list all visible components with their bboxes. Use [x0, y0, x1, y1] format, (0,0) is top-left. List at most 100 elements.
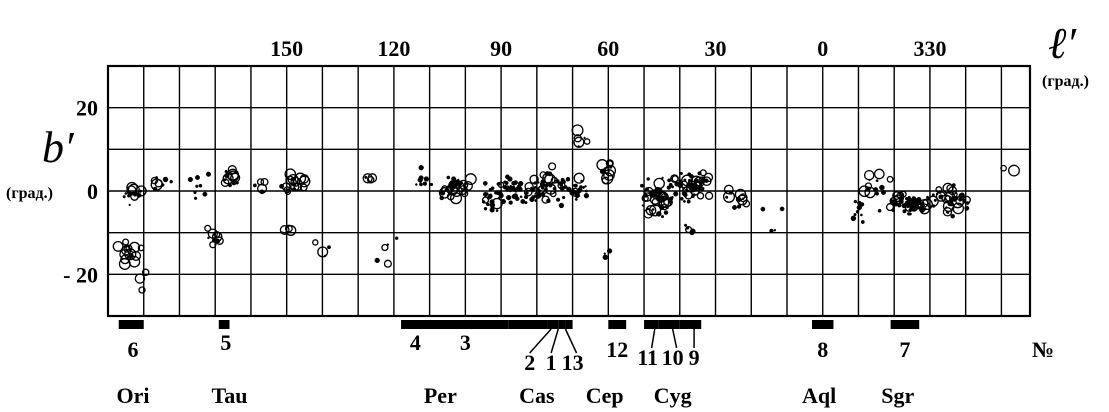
- axis-labels: 150 120 90 60 30 0 330 20 0 - 20: [63, 36, 946, 287]
- maser-point-filled: [124, 192, 128, 195]
- y-tick-label: 20: [76, 96, 98, 121]
- region-number: 12: [606, 337, 628, 362]
- maser-point-open: [864, 186, 876, 199]
- maser-point-filled: [687, 178, 692, 183]
- maser-point-filled: [195, 175, 200, 180]
- x-tick-label: 60: [597, 36, 619, 61]
- maser-point-open: [649, 194, 661, 205]
- maser-point-filled: [429, 182, 434, 187]
- maser-point-filled: [666, 185, 671, 190]
- maser-point-filled: [496, 182, 501, 186]
- maser-point-filled: [950, 213, 955, 219]
- maser-point-filled: [964, 205, 970, 211]
- x-tick-label: 30: [705, 36, 727, 61]
- maser-point-open: [290, 182, 300, 192]
- maser-point-open: [570, 187, 580, 197]
- maser-point-filled: [683, 178, 687, 182]
- maser-point-open: [137, 244, 145, 252]
- maser-point-filled: [504, 180, 509, 186]
- maser-point-filled: [485, 202, 490, 207]
- region-bar: [658, 320, 680, 329]
- maser-point-filled: [519, 195, 523, 199]
- maser-point-open: [381, 243, 389, 252]
- maser-point-filled: [205, 171, 212, 177]
- maser-point-filled: [641, 204, 645, 207]
- maser-point-filled: [673, 191, 679, 197]
- region-number: 5: [220, 330, 231, 355]
- maser-point-open: [704, 191, 714, 200]
- maser-point-open: [885, 203, 895, 212]
- maser-point-open: [448, 180, 457, 190]
- y-axis-unit: (град.): [6, 185, 53, 202]
- maser-point-open: [549, 190, 557, 198]
- x-tick-label: 150: [270, 36, 303, 61]
- maser-point-filled: [450, 182, 456, 188]
- maser-point-filled: [695, 185, 699, 190]
- region-pointer: [550, 328, 559, 354]
- maser-point-filled: [951, 207, 955, 211]
- maser-point-filled: [574, 197, 578, 201]
- maser-point-filled: [394, 236, 399, 240]
- maser-point-filled: [879, 184, 885, 191]
- maser-point-filled: [857, 200, 862, 206]
- maser-point-filled: [648, 190, 653, 195]
- maser-point-filled: [547, 182, 553, 188]
- region-number: 7: [899, 337, 910, 362]
- constellation-label: Sgr: [881, 383, 914, 408]
- maser-point-filled: [661, 176, 664, 179]
- maser-point-filled: [691, 194, 695, 199]
- maser-point-filled: [563, 185, 568, 189]
- region-pointer: [671, 328, 678, 349]
- maser-point-open: [651, 190, 661, 200]
- maser-point-open: [284, 168, 297, 181]
- maser-point-open: [524, 181, 534, 192]
- maser-point-open: [602, 166, 610, 175]
- maser-point-filled: [458, 180, 463, 186]
- maser-point-filled: [736, 204, 742, 209]
- maser-point-filled: [439, 195, 444, 201]
- maser-point-open: [573, 172, 585, 184]
- maser-point-filled: [482, 181, 488, 186]
- maser-point-filled: [931, 204, 936, 208]
- maser-point-open: [671, 175, 679, 183]
- maser-point-open: [312, 239, 319, 246]
- region-pointer: [529, 328, 552, 354]
- constellation-label: Per: [424, 383, 457, 408]
- maser-point-filled: [525, 191, 529, 195]
- maser-point-filled: [486, 196, 491, 200]
- maser-point-open: [571, 124, 584, 137]
- maser-point-open: [441, 185, 448, 192]
- maser-point-open: [573, 136, 585, 148]
- maser-point-filled: [877, 208, 882, 213]
- maser-point-open: [660, 197, 672, 209]
- maser-point-filled: [511, 180, 516, 186]
- maser-point-open: [645, 204, 657, 216]
- maser-point-filled: [891, 208, 896, 213]
- maser-point-filled: [534, 199, 538, 203]
- maser-point-open: [583, 138, 591, 145]
- maser-point-filled: [505, 185, 510, 190]
- maser-point-filled: [686, 199, 691, 204]
- plot-frame: [106, 64, 1032, 318]
- maser-point-open: [120, 254, 130, 265]
- maser-point-open: [951, 191, 958, 198]
- maser-point-filled: [374, 257, 380, 264]
- maser-point-open: [279, 225, 290, 235]
- maser-point-filled: [606, 248, 613, 254]
- maser-point-filled: [933, 198, 937, 202]
- maser-point-filled: [465, 182, 468, 185]
- maser-point-open: [696, 192, 705, 200]
- maser-point-open: [438, 187, 451, 199]
- maser-point-open: [127, 183, 140, 196]
- region-number: 1: [546, 350, 557, 375]
- maser-point-filled: [505, 188, 509, 192]
- maser-point-open: [722, 190, 736, 203]
- maser-point-filled: [958, 193, 964, 198]
- maser-point-open: [699, 169, 707, 177]
- maser-point-filled: [195, 184, 199, 188]
- maser-point-filled: [193, 196, 198, 200]
- region-bar: [608, 320, 627, 329]
- maser-point-open: [362, 173, 373, 184]
- maser-point-filled: [558, 202, 565, 209]
- maser-point-filled: [656, 211, 662, 217]
